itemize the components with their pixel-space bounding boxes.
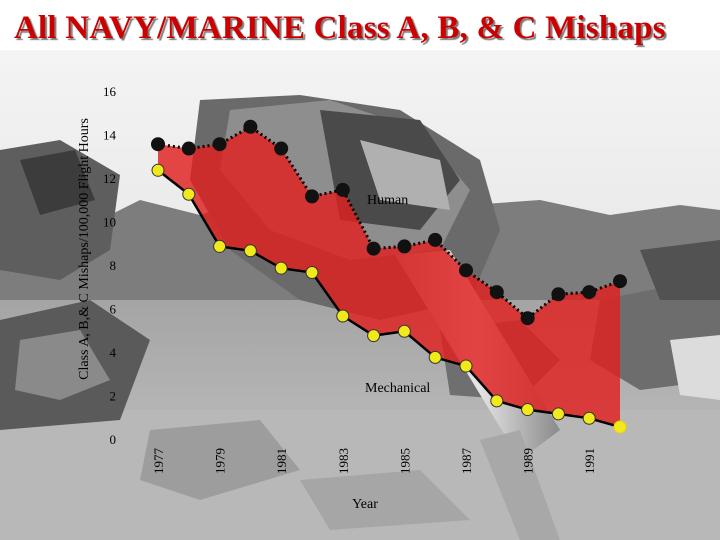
mechanical-data-point (182, 187, 196, 201)
x-tick-label: 1977 (151, 448, 166, 475)
human-data-point (520, 311, 535, 326)
human-data-point (459, 263, 473, 278)
y-tick-label: 6 (110, 302, 117, 317)
mechanical-data-point (213, 239, 227, 253)
human-data-point (397, 239, 412, 254)
human-series-line (157, 125, 621, 321)
mechanical-data-point (151, 163, 165, 177)
mechanical-series-line (157, 169, 621, 429)
mechanical-data-point (490, 394, 504, 408)
mechanical-data-point (521, 403, 535, 417)
human-series-label: Human (367, 193, 408, 208)
human-data-point (181, 141, 196, 156)
y-tick-label: 14 (103, 128, 117, 143)
x-tick-label: 1979 (213, 448, 228, 474)
y-axis-ticks: 0 2 4 6 8 10 12 14 16 (103, 84, 117, 447)
x-axis-ticks: 1977 1979 1981 1983 1985 1987 1989 1991 (151, 448, 597, 475)
x-tick-label: 1985 (397, 448, 412, 474)
y-tick-label: 12 (103, 171, 116, 186)
human-series-points (151, 119, 627, 326)
human-data-point (274, 141, 289, 156)
mechanical-data-point (243, 244, 257, 258)
x-tick-label: 1983 (336, 448, 351, 474)
mechanical-data-point (459, 359, 473, 373)
x-axis-title: Year (352, 497, 378, 512)
human-data-point (582, 285, 597, 300)
y-tick-label: 0 (110, 432, 117, 447)
mechanical-data-point (613, 420, 627, 434)
mechanical-data-point (274, 261, 288, 275)
y-tick-label: 4 (110, 345, 117, 360)
human-data-point (243, 119, 258, 134)
human-data-point (151, 137, 165, 152)
y-tick-label: 10 (103, 215, 116, 230)
mechanical-data-point (305, 266, 319, 280)
mechanical-data-point (397, 324, 411, 338)
human-data-point (366, 241, 381, 256)
human-data-point (551, 287, 566, 302)
y-tick-label: 2 (110, 389, 117, 404)
x-tick-label: 1989 (521, 448, 536, 474)
x-tick-label: 1991 (582, 448, 597, 474)
human-data-point (489, 285, 504, 300)
x-tick-label: 1987 (459, 448, 474, 475)
slide-title: All NAVY/MARINE Class A, B, & C Mishaps (14, 10, 666, 46)
x-tick-label: 1981 (274, 448, 289, 474)
mechanical-data-point (367, 329, 381, 343)
mechanical-data-point (582, 411, 596, 425)
human-mechanical-band (158, 126, 620, 427)
y-axis-title: Class A, B,& C Mishaps/100,000 Flight Ho… (77, 118, 92, 380)
mechanical-series-points (151, 163, 627, 434)
mechanical-data-point (336, 309, 350, 323)
y-tick-label: 16 (103, 84, 117, 99)
mechanical-series-label: Mechanical (365, 381, 430, 396)
y-tick-label: 8 (110, 258, 117, 273)
mechanical-data-point (428, 350, 442, 364)
human-data-point (335, 182, 350, 197)
human-data-point (613, 274, 627, 289)
mechanical-data-point (551, 407, 565, 421)
human-data-point (212, 137, 227, 152)
human-data-point (305, 189, 319, 204)
human-data-point (428, 232, 443, 247)
